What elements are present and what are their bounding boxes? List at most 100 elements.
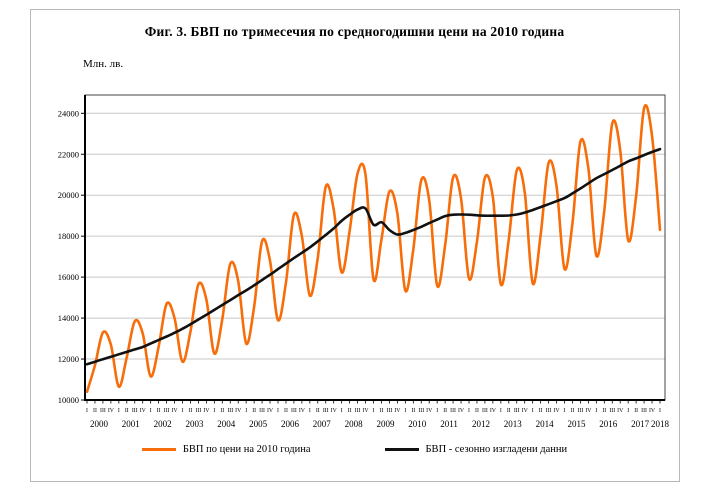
svg-text:IV: IV — [490, 408, 497, 414]
svg-text:II: II — [634, 408, 638, 414]
svg-text:IV: IV — [267, 408, 274, 414]
svg-text:IV: IV — [553, 408, 560, 414]
svg-text:2013: 2013 — [504, 419, 523, 429]
svg-text:III: III — [196, 408, 202, 414]
svg-text:II: II — [475, 408, 479, 414]
svg-text:II: II — [380, 408, 384, 414]
svg-text:III: III — [482, 408, 488, 414]
svg-text:I: I — [213, 408, 215, 414]
svg-text:20000: 20000 — [58, 190, 79, 200]
svg-text:2012: 2012 — [472, 419, 490, 429]
svg-text:IV: IV — [203, 408, 210, 414]
svg-text:2004: 2004 — [217, 419, 236, 429]
svg-text:IV: IV — [617, 408, 624, 414]
svg-text:IV: IV — [649, 408, 656, 414]
black-line-swatch-icon — [384, 448, 419, 451]
orange-line-swatch-icon — [141, 448, 176, 451]
svg-text:I: I — [277, 408, 279, 414]
svg-text:III: III — [546, 408, 552, 414]
svg-text:IV: IV — [522, 408, 529, 414]
chart-legend: БВП по цени на 2010 година БВП - сезонно… — [0, 444, 709, 455]
svg-text:III: III — [418, 408, 424, 414]
svg-text:III: III — [259, 408, 265, 414]
svg-text:IV: IV — [171, 408, 178, 414]
svg-text:2008: 2008 — [345, 419, 364, 429]
svg-text:2000: 2000 — [90, 419, 109, 429]
legend-label-seasonally-adjusted: БВП - сезонно изгладени данни — [425, 444, 568, 455]
plot-border — [84, 94, 666, 401]
svg-text:12000: 12000 — [58, 354, 79, 364]
x-axis-quarter-labels: I II III IV I II III IV I II III IV I II III IV I II III IV… — [86, 400, 661, 414]
svg-text:II: II — [348, 408, 352, 414]
svg-text:II: II — [571, 408, 575, 414]
svg-text:I: I — [118, 408, 120, 414]
svg-text:III: III — [355, 408, 361, 414]
svg-text:II: II — [602, 408, 606, 414]
svg-text:IV: IV — [362, 408, 369, 414]
svg-text:IV: IV — [108, 408, 115, 414]
legend-item-seasonally-adjusted: БВП - сезонно изгладени данни — [384, 444, 568, 455]
svg-text:I: I — [150, 408, 152, 414]
svg-text:2014: 2014 — [536, 419, 555, 429]
svg-text:III: III — [323, 408, 329, 414]
svg-text:IV: IV — [585, 408, 592, 414]
svg-text:IV: IV — [426, 408, 433, 414]
svg-text:I: I — [245, 408, 247, 414]
svg-text:2015: 2015 — [567, 419, 586, 429]
svg-text:II: II — [157, 408, 161, 414]
svg-text:I: I — [468, 408, 470, 414]
svg-text:14000: 14000 — [58, 313, 79, 323]
svg-text:I: I — [500, 408, 502, 414]
svg-text:II: II — [411, 408, 415, 414]
svg-text:III: III — [132, 408, 138, 414]
svg-text:2011: 2011 — [440, 419, 458, 429]
svg-text:II: II — [189, 408, 193, 414]
svg-text:I: I — [341, 408, 343, 414]
svg-text:III: III — [100, 408, 106, 414]
svg-text:2018: 2018 — [651, 419, 670, 429]
svg-text:18000: 18000 — [58, 231, 79, 241]
svg-text:24000: 24000 — [58, 108, 79, 118]
series-line-quarterly — [85, 104, 662, 394]
svg-text:2001: 2001 — [122, 419, 140, 429]
svg-text:I: I — [182, 408, 184, 414]
chart-title: Фиг. 3. БВП по тримесечия по средногодиш… — [144, 24, 565, 39]
svg-text:2005: 2005 — [249, 419, 268, 429]
svg-text:IV: IV — [235, 408, 242, 414]
svg-text:II: II — [252, 408, 256, 414]
svg-text:II: II — [220, 408, 224, 414]
svg-text:II: II — [507, 408, 511, 414]
svg-text:I: I — [564, 408, 566, 414]
svg-text:III: III — [227, 408, 233, 414]
y-axis-unit-label: Млн. лв. — [83, 58, 124, 70]
svg-text:III: III — [291, 408, 297, 414]
legend-item-quarterly: БВП по цени на 2010 година — [141, 444, 311, 455]
svg-text:2009: 2009 — [376, 419, 395, 429]
svg-text:II: II — [284, 408, 288, 414]
svg-text:10000: 10000 — [58, 395, 79, 405]
svg-text:I: I — [436, 408, 438, 414]
svg-text:II: II — [539, 408, 543, 414]
svg-text:2003: 2003 — [185, 419, 204, 429]
svg-text:2016: 2016 — [599, 419, 618, 429]
svg-text:III: III — [387, 408, 393, 414]
svg-text:2017: 2017 — [631, 419, 650, 429]
svg-text:II: II — [443, 408, 447, 414]
svg-text:III: III — [609, 408, 615, 414]
svg-text:I: I — [659, 408, 661, 414]
svg-text:IV: IV — [140, 408, 147, 414]
svg-text:II: II — [125, 408, 129, 414]
svg-text:IV: IV — [331, 408, 338, 414]
svg-text:III: III — [164, 408, 170, 414]
svg-text:2010: 2010 — [408, 419, 427, 429]
svg-text:I: I — [532, 408, 534, 414]
svg-text:2006: 2006 — [281, 419, 300, 429]
svg-text:III: III — [641, 408, 647, 414]
svg-text:III: III — [514, 408, 520, 414]
svg-text:IV: IV — [394, 408, 401, 414]
svg-text:2007: 2007 — [313, 419, 332, 429]
svg-text:I: I — [404, 408, 406, 414]
svg-text:I: I — [595, 408, 597, 414]
series-line-seasonally-adjusted — [85, 147, 662, 366]
